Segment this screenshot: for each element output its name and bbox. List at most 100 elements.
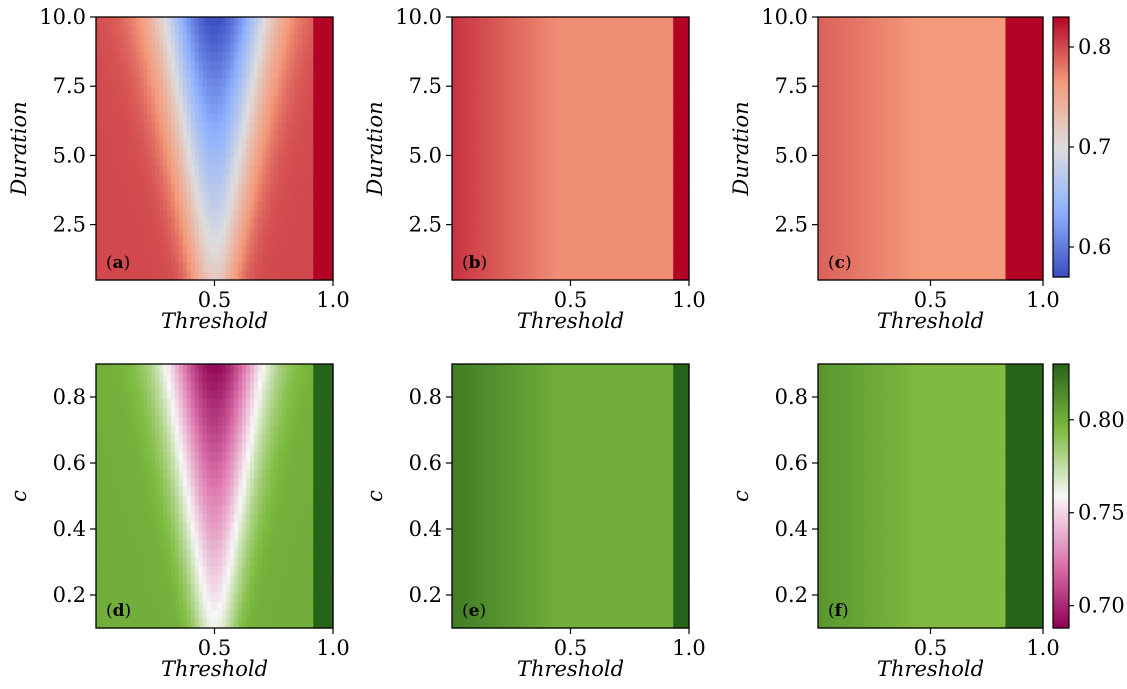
heatmap-cell — [1016, 17, 1022, 27]
heatmap-cell — [163, 113, 168, 123]
heatmap-cell — [598, 209, 603, 220]
heatmap-cell — [463, 78, 469, 88]
heatmap-cell — [566, 183, 572, 193]
heatmap-cell — [285, 113, 291, 123]
heatmap-cell — [123, 104, 129, 115]
heatmap-cell — [238, 69, 243, 79]
heatmap-cell — [135, 174, 141, 185]
heatmap-cell — [483, 25, 489, 36]
heatmap-cell — [685, 157, 690, 167]
heatmap-cell — [475, 148, 481, 158]
heatmap-cell — [975, 87, 980, 97]
heatmap-cell — [519, 17, 524, 27]
heatmap-cell — [499, 227, 504, 237]
heatmap-cell — [515, 60, 520, 71]
heatmap-cell — [562, 174, 568, 185]
heatmap-cell — [994, 148, 999, 158]
heatmap-cell — [523, 218, 528, 228]
heatmap-cell — [467, 148, 473, 158]
heatmap-cell — [945, 183, 950, 193]
heatmap-cell — [633, 130, 639, 141]
heatmap-cell — [163, 95, 168, 106]
heatmap-cell — [214, 209, 220, 220]
heatmap-cell — [238, 227, 243, 237]
heatmap-cell — [246, 113, 251, 123]
heatmap-cell — [990, 148, 995, 158]
heatmap-cell — [919, 60, 924, 71]
heatmap-cell — [475, 227, 481, 237]
heatmap-cell — [975, 34, 980, 44]
heatmap-cell — [960, 157, 965, 167]
heatmap-cell — [123, 218, 129, 228]
heatmap-cell — [941, 104, 947, 115]
heatmap-cell — [254, 244, 259, 255]
heatmap-cell — [329, 262, 334, 272]
heatmap-cell — [163, 34, 168, 44]
heatmap-cell — [570, 244, 576, 255]
heatmap-cell — [649, 201, 655, 211]
heatmap-cell — [511, 201, 516, 211]
heatmap-cell — [135, 104, 141, 115]
heatmap-cell — [870, 113, 875, 123]
heatmap-cell — [617, 262, 623, 272]
heatmap-cell — [523, 183, 528, 193]
heatmap-cell — [491, 69, 497, 79]
heatmap-cell — [930, 78, 935, 88]
heatmap-cell — [1001, 174, 1007, 185]
heatmap-cell — [277, 34, 283, 44]
heatmap-cell — [1013, 192, 1018, 202]
heatmap-cell — [194, 95, 200, 106]
heatmap-cell — [574, 244, 579, 255]
heatmap-cell — [578, 69, 583, 79]
heatmap-cell — [979, 201, 984, 211]
heatmap-cell — [649, 271, 655, 281]
heatmap-cell — [471, 271, 477, 281]
heatmap-cell — [578, 218, 583, 228]
heatmap-cell — [582, 113, 587, 123]
heatmap-cell — [159, 174, 164, 185]
heatmap-cell — [840, 201, 845, 211]
heatmap-cell — [495, 130, 500, 141]
heatmap-cell — [289, 34, 295, 44]
heatmap-cell — [870, 17, 875, 27]
heatmap-cell — [673, 130, 678, 141]
heatmap-cell — [250, 148, 255, 158]
heatmap-cell — [115, 271, 121, 281]
heatmap-cell — [254, 166, 259, 176]
heatmap-cell — [317, 253, 322, 264]
heatmap-cell — [855, 60, 860, 71]
heatmap-cell — [163, 78, 168, 88]
heatmap-cell — [825, 60, 830, 71]
heatmap-cell — [829, 25, 834, 36]
heatmap-cell — [273, 113, 279, 123]
heatmap-cell — [99, 166, 105, 176]
heatmap-cell — [257, 87, 263, 97]
heatmap-cell — [866, 69, 872, 79]
heatmap-cell — [131, 87, 137, 97]
heatmap-cell — [1031, 130, 1037, 141]
heatmap-cell — [246, 78, 251, 88]
heatmap-cell — [317, 69, 322, 79]
heatmap-cell — [234, 43, 239, 53]
heatmap-cell — [261, 87, 267, 97]
heatmap-cell — [459, 122, 465, 132]
heatmap-cell — [309, 253, 314, 264]
heatmap-cell — [230, 244, 235, 255]
heatmap-cell — [681, 104, 686, 115]
heatmap-cell — [953, 148, 958, 158]
heatmap-cell — [653, 209, 658, 220]
heatmap-cell — [998, 78, 1003, 88]
heatmap-cell — [613, 104, 619, 115]
heatmap-cell — [661, 95, 666, 106]
heatmap-cell — [613, 166, 619, 176]
heatmap-cell — [230, 130, 235, 141]
heatmap-cell — [182, 60, 188, 71]
heatmap-cell — [538, 174, 544, 185]
heatmap-cell — [527, 227, 532, 237]
heatmap-cell — [870, 148, 875, 158]
heatmap-cell — [455, 253, 461, 264]
heatmap-cell — [681, 183, 686, 193]
heatmap-cell — [242, 148, 247, 158]
heatmap-cell — [269, 227, 275, 237]
heatmap-cell — [602, 244, 607, 255]
